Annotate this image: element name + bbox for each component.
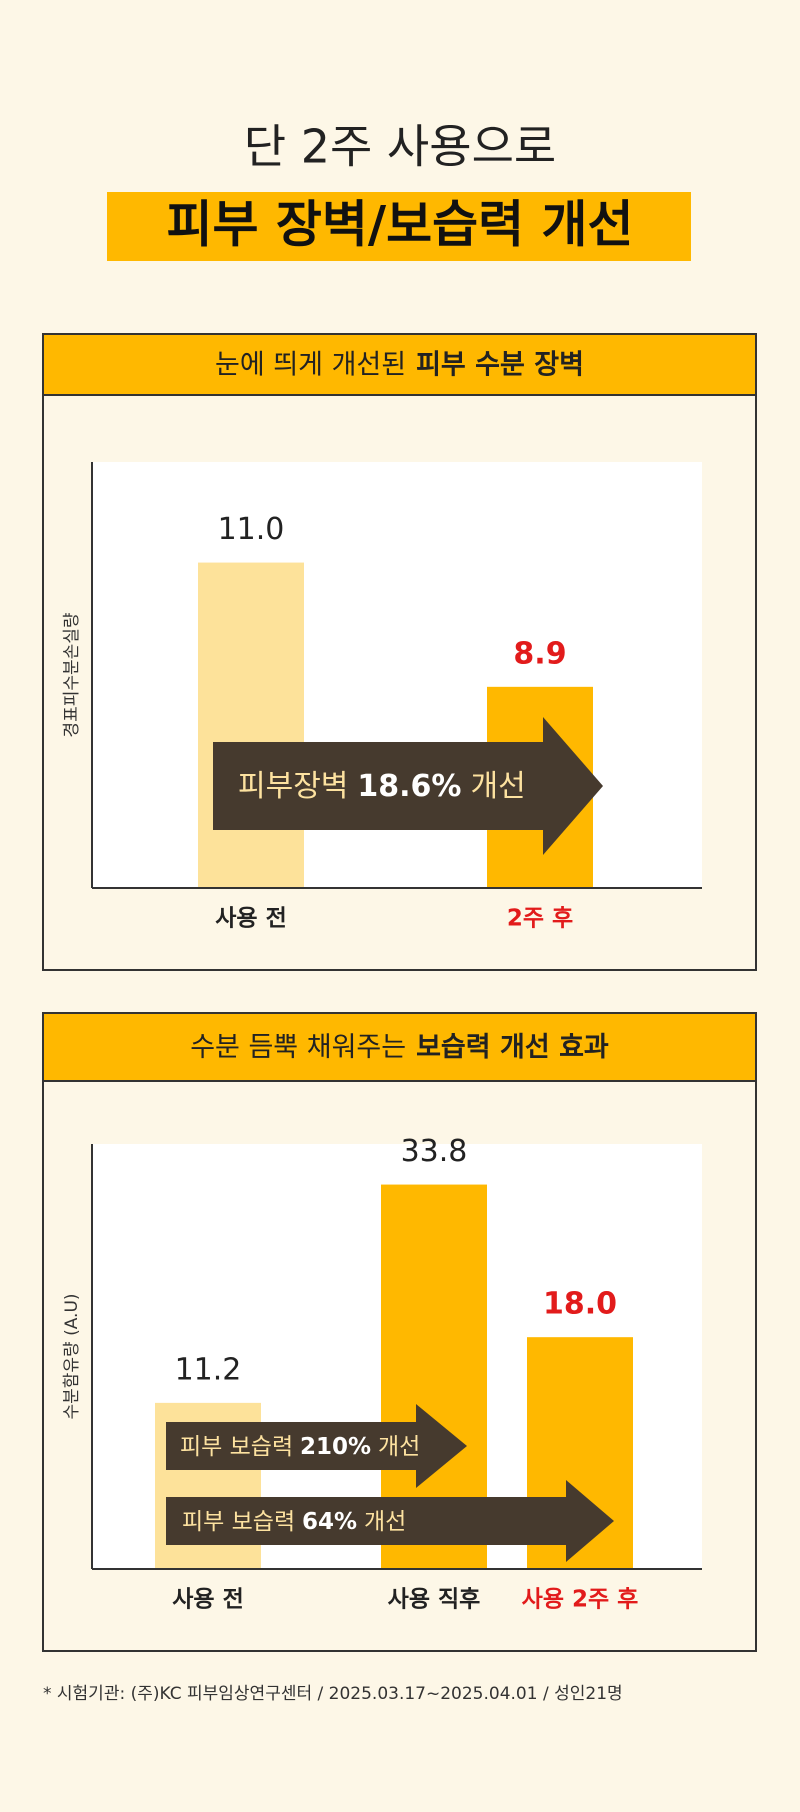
bar <box>198 562 304 888</box>
value-label: 33.8 <box>401 1134 468 1169</box>
annotation-prefix: 피부장벽 <box>238 769 348 804</box>
annotation-bold: 64% <box>302 1509 357 1535</box>
chart-title: 눈에 띄게 개선된 피부 수분 장벽 <box>215 349 584 380</box>
chart-title-bold: 피부 수분 장벽 <box>416 349 584 380</box>
page-title: 단 2주 사용으로 <box>244 120 556 174</box>
highlight-box <box>107 192 691 261</box>
x-tick-label: 사용 전 <box>215 906 287 932</box>
annotation-suffix: 개선 <box>364 1509 406 1535</box>
arrow <box>166 1404 467 1488</box>
x-tick-label: 2주 후 <box>507 906 573 932</box>
annotation: 피부장벽 18.6% 개선 <box>238 769 526 804</box>
annotation-bold: 210% <box>300 1434 371 1460</box>
chart-header <box>42 1012 757 1082</box>
annotation-prefix: 피부 보습력 <box>182 1509 295 1535</box>
annotation-suffix: 개선 <box>470 769 525 804</box>
value-label: 11.2 <box>175 1352 242 1387</box>
chart-title-bold: 보습력 개선 효과 <box>416 1032 609 1063</box>
x-tick-label: 사용 직후 <box>388 1587 481 1613</box>
annotation: 피부 보습력 210% 개선 <box>180 1434 420 1460</box>
x-tick-label: 사용 전 <box>172 1587 244 1613</box>
chart-title-regular: 눈에 띄게 개선된 <box>215 349 406 380</box>
value-label: 18.0 <box>543 1287 617 1322</box>
y-axis-label: 경표피수분손실량 <box>62 612 82 737</box>
page-highlight: 피부 장벽/보습력 개선 <box>166 196 633 254</box>
arrow <box>166 1480 614 1562</box>
annotation-prefix: 피부 보습력 <box>180 1434 293 1460</box>
annotation: 피부 보습력 64% 개선 <box>182 1509 406 1535</box>
annotation-bold: 18.6% <box>357 769 461 804</box>
y-axis-label: 수분함유량 (A.U) <box>62 1293 82 1419</box>
chart-title: 수분 듬뿍 채워주는 보습력 개선 효과 <box>190 1032 609 1063</box>
value-label: 11.0 <box>218 512 285 547</box>
footnote: * 시험기관: (주)KC 피부임상연구센터 / 2025.03.17~2025… <box>43 1684 623 1704</box>
arrow <box>213 717 603 855</box>
chart-title-regular: 수분 듬뿍 채워주는 <box>190 1032 406 1063</box>
chart-header <box>42 333 757 396</box>
x-tick-label: 사용 2주 후 <box>522 1587 639 1613</box>
annotation-suffix: 개선 <box>378 1434 420 1460</box>
value-label: 8.9 <box>513 636 566 671</box>
